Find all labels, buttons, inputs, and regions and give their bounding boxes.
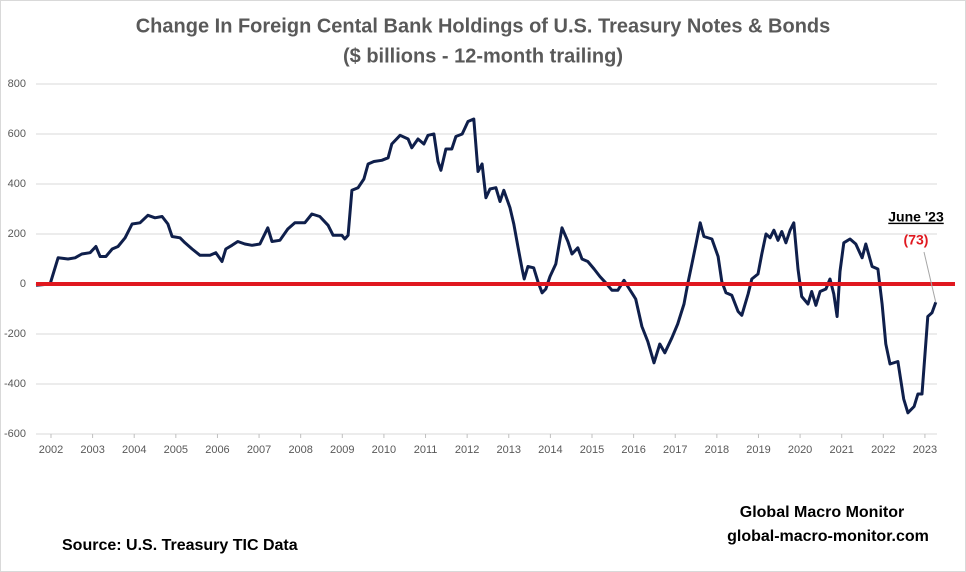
x-tick-label: 2016 [621,444,645,456]
x-tick-label: 2009 [330,444,354,456]
annotation-date: June '23 [888,209,944,225]
x-tick-label: 2015 [580,444,604,456]
annotation-leader [923,251,937,303]
y-tick-label: -600 [4,428,26,440]
credit-url: global-macro-monitor.com [727,528,929,545]
x-tick-label: 2014 [538,444,562,456]
x-tick-label: 2003 [80,444,104,456]
y-tick-label: 200 [8,228,26,240]
credit-name: Global Macro Monitor [740,504,904,521]
x-tick-label: 2013 [497,444,521,456]
x-tick-label: 2021 [829,444,853,456]
x-tick-label: 2011 [414,444,438,456]
data-line [35,117,938,415]
x-tick-label: 2008 [288,444,312,456]
x-tick-label: 2004 [122,444,146,456]
x-tick-label: 2007 [247,444,271,456]
y-tick-label: -200 [4,328,26,340]
x-tick-label: 2018 [705,444,729,456]
source-note: Source: U.S. Treasury TIC Data [62,537,298,554]
x-tick-label: 2006 [205,444,229,456]
x-tick-label: 2005 [164,444,188,456]
y-tick-label: 400 [8,178,26,190]
y-tick-label: 600 [8,128,26,140]
y-tick-label: 0 [20,278,26,290]
annotation-value: (73) [904,232,929,248]
x-tick-label: 2017 [663,444,687,456]
x-tick-label: 2022 [871,444,895,456]
x-tick-label: 2012 [455,444,479,456]
y-tick-label: 800 [8,78,26,90]
y-tick-label: -400 [4,378,26,390]
chart-title: Change In Foreign Cental Bank Holdings o… [136,15,831,37]
x-tick-label: 2020 [788,444,812,456]
x-tick-label: 2010 [372,444,396,456]
x-tick-label: 2019 [746,444,770,456]
x-tick-label: 2023 [913,444,937,456]
x-tick-label: 2002 [39,444,63,456]
chart-subtitle: ($ billions - 12-month trailing) [343,45,623,67]
